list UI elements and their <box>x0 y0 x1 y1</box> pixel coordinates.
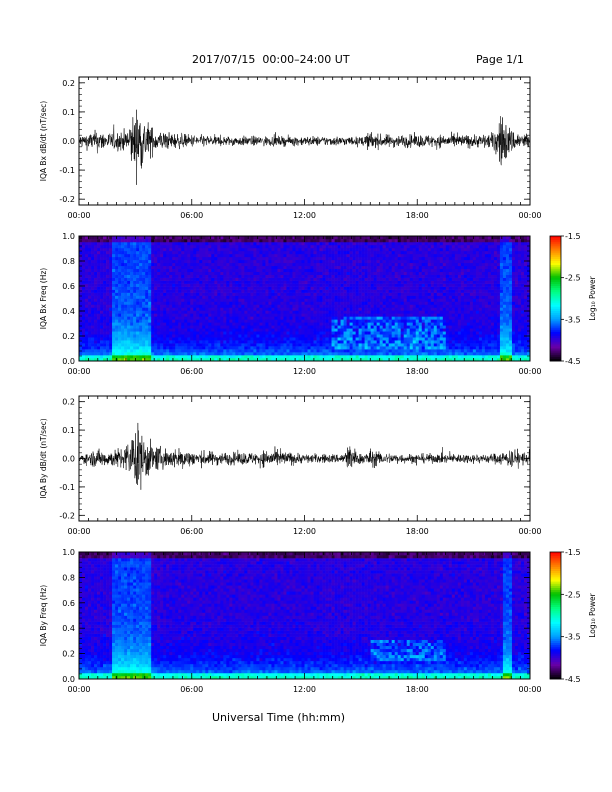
y-tick-label: 0.6 <box>62 599 75 608</box>
dbdt-trace <box>79 422 530 490</box>
y-axis-label: IQA By Freq (Hz) <box>39 585 48 647</box>
colorbar-tick-label: -3.5 <box>565 633 581 642</box>
colorbar-label: Log₁₀ Power <box>588 275 597 320</box>
x-tick-label: 18:00 <box>406 211 429 220</box>
x-tick-label: 18:00 <box>406 527 429 536</box>
y-tick-label: 0.8 <box>62 573 75 582</box>
plot-frame <box>78 76 531 206</box>
y-tick-label: 1.0 <box>62 232 75 241</box>
x-tick-label: 00:00 <box>67 685 90 694</box>
colorbar <box>549 551 562 680</box>
x-tick-label: 06:00 <box>180 367 203 376</box>
y-tick-label: -0.1 <box>59 483 75 492</box>
colorbar-tick-label: -3.5 <box>565 315 581 324</box>
y-tick-label: 0.2 <box>62 79 75 88</box>
x-tick-label: 00:00 <box>518 211 541 220</box>
y-tick-label: 0.8 <box>62 257 75 266</box>
y-tick-label: 0.1 <box>62 426 75 435</box>
x-tick-label: 12:00 <box>293 527 316 536</box>
page-title: 2017/07/15 00:00–24:00 UT <box>192 53 350 66</box>
x-tick-label: 06:00 <box>180 685 203 694</box>
x-tick-label: 06:00 <box>180 211 203 220</box>
y-tick-label: 0.2 <box>62 650 75 659</box>
spectrogram-cells <box>79 552 531 680</box>
dbdt-series <box>79 109 530 185</box>
x-tick-label: 12:00 <box>293 211 316 220</box>
colorbar-tick-label: -2.5 <box>565 274 581 283</box>
x-tick-label: 00:00 <box>67 527 90 536</box>
x-tick-label: 00:00 <box>518 367 541 376</box>
colorbar-tick-label: -4.5 <box>565 675 581 684</box>
y-tick-label: 0.0 <box>62 357 75 366</box>
colorbar-tick-label: -1.5 <box>565 548 581 557</box>
colorbar <box>549 235 562 362</box>
y-tick-label: 0.6 <box>62 282 75 291</box>
plot-frame <box>78 235 531 362</box>
x-tick-label: 12:00 <box>293 367 316 376</box>
x-tick-label: 12:00 <box>293 685 316 694</box>
x-tick-label: 18:00 <box>406 367 429 376</box>
colorbar-tick-label: -4.5 <box>565 357 581 366</box>
y-tick-label: 0.2 <box>62 332 75 341</box>
x-tick-label: 18:00 <box>406 685 429 694</box>
y-tick-label: -0.1 <box>59 166 75 175</box>
y-tick-label: 0.1 <box>62 108 75 117</box>
x-tick-label: 06:00 <box>180 527 203 536</box>
y-tick-label: 0.0 <box>62 455 75 464</box>
y-axis-label: IQA Bx dB/dt (nT/sec) <box>39 101 48 182</box>
x-axis-title: Universal Time (hh:mm) <box>212 711 345 724</box>
x-tick-label: 00:00 <box>518 685 541 694</box>
colorbar-label: Log₁₀ Power <box>588 592 597 637</box>
y-tick-label: 0.2 <box>62 398 75 407</box>
plot-frame <box>78 551 531 680</box>
plot-frame <box>78 395 531 522</box>
colorbar-tick-label: -1.5 <box>565 232 581 241</box>
y-axis-label: IQA Bx Freq (Hz) <box>39 268 48 330</box>
dbdt-series <box>79 422 530 490</box>
y-tick-label: 1.0 <box>62 548 75 557</box>
y-axis-label: IQA By dB/dt (nT/sec) <box>39 418 48 499</box>
y-tick-label: -0.2 <box>59 195 75 204</box>
page-number: Page 1/1 <box>476 53 524 66</box>
y-tick-label: 0.0 <box>62 675 75 684</box>
y-tick-label: -0.2 <box>59 511 75 520</box>
y-tick-label: 0.4 <box>62 624 75 633</box>
y-tick-label: 0.0 <box>62 137 75 146</box>
x-tick-label: 00:00 <box>518 527 541 536</box>
y-tick-label: 0.4 <box>62 307 75 316</box>
colorbar-tick-label: -2.5 <box>565 590 581 599</box>
dbdt-trace <box>79 109 530 185</box>
spectrogram-cells <box>79 236 531 362</box>
x-tick-label: 00:00 <box>67 211 90 220</box>
x-tick-label: 00:00 <box>67 367 90 376</box>
